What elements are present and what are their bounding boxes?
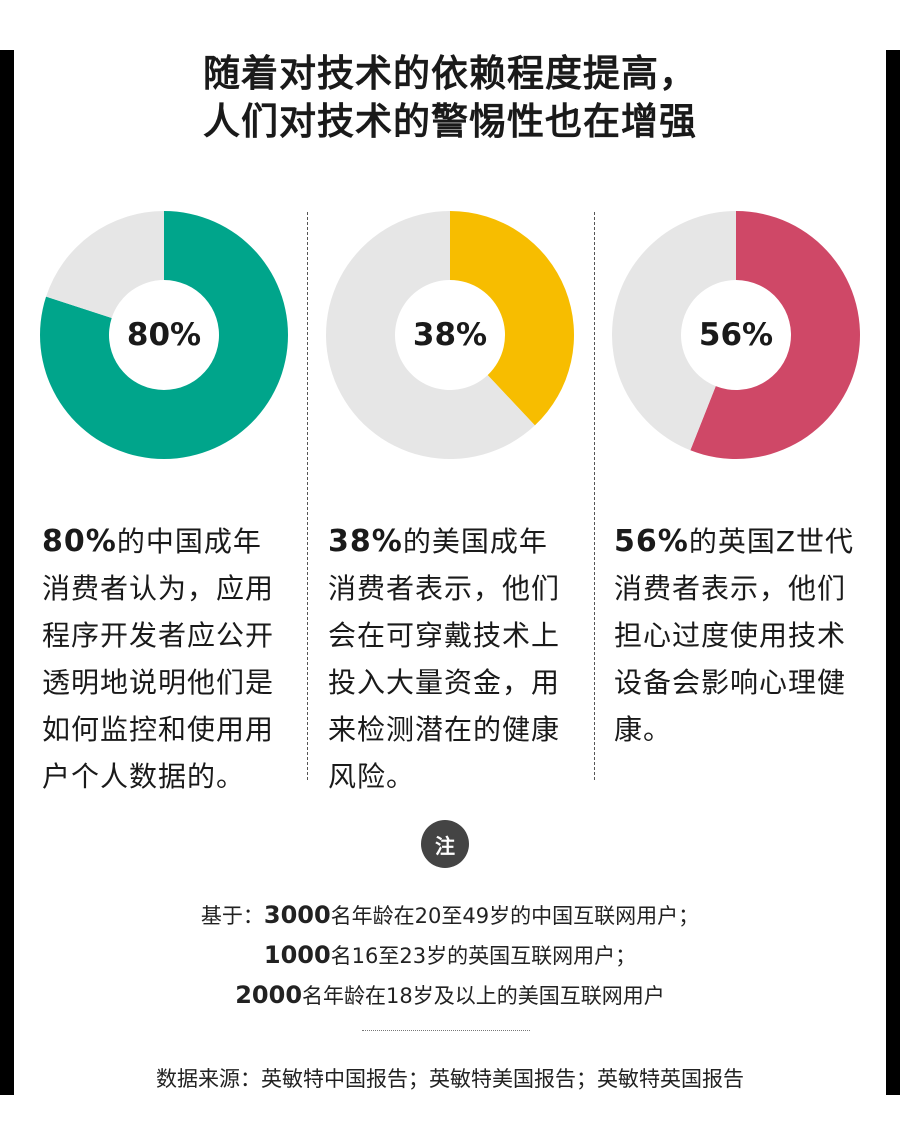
survey-base-rest-3: 名年龄在18岁及以上的美国互联网用户 <box>302 984 665 1008</box>
survey-base-line-3: 2000名年龄在18岁及以上的美国互联网用户 <box>0 976 900 1016</box>
dotted-divider <box>362 1030 530 1031</box>
title-line-2: 人们对技术的警惕性也在增强 <box>203 100 697 143</box>
survey-base-note: 基于：3000名年龄在20至49岁的中国互联网用户； 1000名16至23岁的英… <box>0 896 900 1016</box>
donut-svg-china <box>40 211 288 459</box>
donut-label-uk: 56% <box>698 317 774 353</box>
description-us-pct: 38% <box>328 524 403 559</box>
donut-slice-china-remainder <box>46 211 164 319</box>
donut-slice-uk-value <box>690 211 860 459</box>
donut-svg-us <box>326 211 574 459</box>
donut-chart-china: 80% <box>40 211 288 459</box>
survey-base-rest-1: 名年龄在20至49岁的中国互联网用户； <box>330 904 700 928</box>
description-uk-pct: 56% <box>614 524 689 559</box>
description-china: 80%的中国成年消费者认为，应用程序开发者应公开透明地说明他们是如何监控和使用用… <box>42 518 290 800</box>
survey-base-num-1: 3000 <box>263 901 331 929</box>
description-us-text: 的美国成年消费者表示，他们会在可穿戴技术上投入大量资金，用来检测潜在的健康风险。 <box>328 525 561 793</box>
column-divider-2 <box>594 212 595 780</box>
survey-base-line-1: 基于：3000名年龄在20至49岁的中国互联网用户； <box>0 896 900 936</box>
donut-label-us: 38% <box>412 317 488 353</box>
survey-base-line-2: 1000名16至23岁的英国互联网用户； <box>0 936 900 976</box>
note-badge: 注 <box>421 820 469 868</box>
description-uk: 56%的英国Z世代消费者表示，他们担心过度使用技术设备会影响心理健康。 <box>614 518 862 753</box>
survey-base-num-3: 2000 <box>235 981 303 1009</box>
donut-slice-uk-remainder <box>612 211 736 451</box>
survey-base-rest-2: 名16至23岁的英国互联网用户； <box>330 944 637 968</box>
page-title: 随着对技术的依赖程度提高， 人们对技术的警惕性也在增强 <box>0 50 900 146</box>
description-china-pct: 80% <box>42 524 117 559</box>
donut-slice-us-value <box>450 211 574 426</box>
donut-slice-us-remainder <box>326 211 535 459</box>
data-source: 数据来源：英敏特中国报告；英敏特美国报告；英敏特英国报告 <box>156 1067 744 1091</box>
survey-base-num-2: 1000 <box>263 941 331 969</box>
donut-chart-us: 38% <box>326 211 574 459</box>
donut-svg-uk <box>612 211 860 459</box>
description-china-text: 的中国成年消费者认为，应用程序开发者应公开透明地说明他们是如何监控和使用用户个人… <box>42 525 275 793</box>
description-uk-text: 的英国Z世代消费者表示，他们担心过度使用技术设备会影响心理健康。 <box>614 525 854 746</box>
donut-label-china: 80% <box>126 317 202 353</box>
donut-slice-china-value <box>40 211 288 459</box>
column-divider-1 <box>307 212 308 780</box>
right-border-bar <box>886 50 900 1095</box>
left-border-bar <box>0 50 14 1095</box>
survey-base-prefix: 基于： <box>200 904 264 928</box>
donut-chart-uk: 56% <box>612 211 860 459</box>
title-line-1: 随着对技术的依赖程度提高， <box>203 52 697 95</box>
description-us: 38%的美国成年消费者表示，他们会在可穿戴技术上投入大量资金，用来检测潜在的健康… <box>328 518 576 800</box>
